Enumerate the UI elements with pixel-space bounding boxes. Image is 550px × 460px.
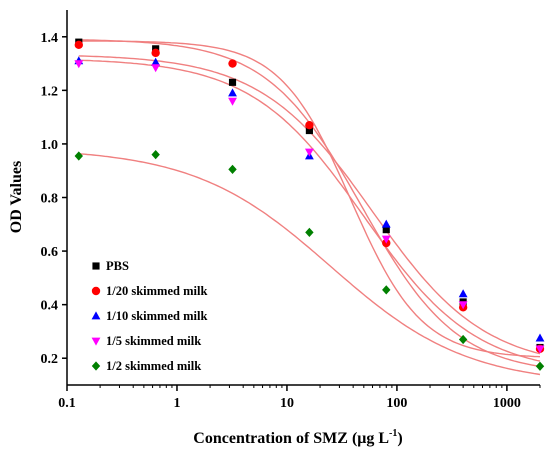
legend-label: 1/10 skimmed milk: [106, 309, 207, 323]
data-point: [535, 333, 545, 342]
legend-marker: [91, 286, 101, 296]
x-axis-title: Concentration of SMZ (μg L-1): [193, 428, 402, 447]
data-point: [305, 227, 314, 237]
x-tick-label: 1000: [493, 396, 521, 411]
data-point: [228, 97, 237, 106]
data-point: [535, 345, 545, 354]
fit-curve: [78, 153, 541, 376]
x-tick-label: 1: [173, 396, 180, 411]
data-point: [382, 285, 391, 295]
data-points: [74, 38, 545, 371]
x-tick-label: 100: [386, 396, 407, 411]
data-point: [381, 219, 391, 228]
data-point: [382, 226, 390, 234]
data-point: [228, 59, 237, 68]
data-point: [305, 120, 314, 130]
x-tick-label: 0.1: [58, 396, 76, 411]
data-point: [74, 60, 84, 69]
axes: [66, 10, 540, 386]
legend-marker: [91, 361, 101, 371]
y-tick-label: 0.4: [41, 299, 59, 314]
y-tick-label: 1.2: [41, 84, 59, 99]
data-point: [151, 48, 160, 58]
legend-marker: [91, 311, 101, 320]
y-tick-label: 1.0: [41, 138, 59, 153]
x-axis-title-sup: -1: [389, 428, 397, 439]
legend-label: 1/5 skimmed milk: [106, 334, 201, 348]
x-axis-title-main: Concentration of SMZ (μg L: [193, 430, 389, 447]
data-point: [74, 40, 83, 50]
legend-marker: [91, 337, 101, 346]
y-axis-title: OD Values: [8, 161, 25, 233]
data-point: [458, 301, 468, 310]
data-point: [151, 57, 161, 66]
legend: PBS 1/20 skimmed milk 1/10 skimmed milk 1/5…: [91, 259, 207, 373]
data-point: [305, 126, 313, 135]
fit-curve: [78, 40, 541, 358]
legend-label: PBS: [106, 259, 129, 273]
data-point: [458, 289, 468, 298]
data-point: [74, 151, 83, 161]
legend-marker: [92, 262, 100, 270]
y-tick-label: 1.4: [41, 31, 59, 46]
legend-label: 1/20 skimmed milk: [106, 284, 207, 298]
x-axis-title-close: ): [397, 430, 402, 447]
data-point: [151, 150, 160, 160]
legend-label: 1/2 skimmed milk: [106, 359, 201, 373]
data-point: [228, 78, 237, 86]
y-tick-label: 0.2: [41, 352, 59, 367]
data-point: [458, 334, 468, 345]
data-point: [151, 64, 161, 73]
data-point: [228, 164, 237, 174]
y-tick-label: 0.8: [41, 192, 59, 207]
data-point: [535, 361, 545, 371]
x-ticks: 0.1 1 10 100 1000: [58, 385, 541, 411]
y-tick-label: 0.6: [41, 245, 59, 260]
data-point: [381, 235, 391, 244]
x-tick-label: 10: [280, 396, 294, 411]
data-point: [228, 88, 237, 97]
data-point: [304, 148, 314, 157]
fit-curves: [78, 39, 541, 376]
y-ticks: 0.2 0.4 0.6 0.8 1.0 1.2 1.4: [41, 31, 67, 367]
